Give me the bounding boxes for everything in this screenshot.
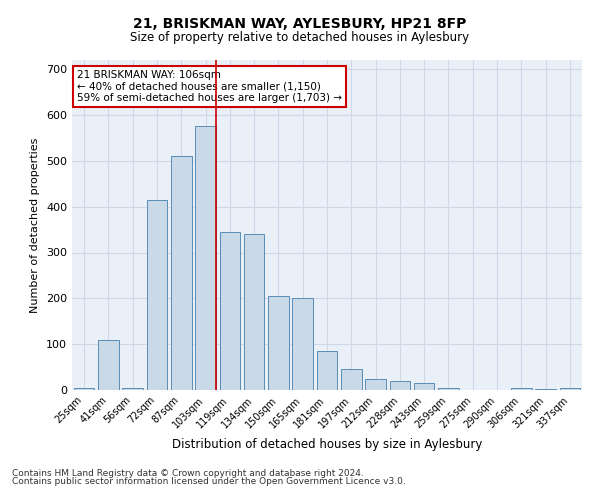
Bar — [122, 388, 143, 390]
Bar — [171, 156, 191, 390]
Bar — [438, 388, 459, 390]
Text: 21, BRISKMAN WAY, AYLESBURY, HP21 8FP: 21, BRISKMAN WAY, AYLESBURY, HP21 8FP — [133, 18, 467, 32]
Text: 21 BRISKMAN WAY: 106sqm
← 40% of detached houses are smaller (1,150)
59% of semi: 21 BRISKMAN WAY: 106sqm ← 40% of detache… — [77, 70, 342, 103]
Bar — [220, 232, 240, 390]
Bar — [414, 383, 434, 390]
Text: Contains public sector information licensed under the Open Government Licence v3: Contains public sector information licen… — [12, 477, 406, 486]
Bar — [292, 298, 313, 390]
Bar — [98, 340, 119, 390]
Bar — [74, 388, 94, 390]
Bar — [146, 200, 167, 390]
Bar — [389, 381, 410, 390]
Bar — [535, 389, 556, 390]
Text: Contains HM Land Registry data © Crown copyright and database right 2024.: Contains HM Land Registry data © Crown c… — [12, 468, 364, 477]
Bar — [511, 388, 532, 390]
Y-axis label: Number of detached properties: Number of detached properties — [31, 138, 40, 312]
Bar — [317, 351, 337, 390]
Bar — [560, 388, 580, 390]
Bar — [365, 378, 386, 390]
Bar — [195, 126, 216, 390]
Text: Size of property relative to detached houses in Aylesbury: Size of property relative to detached ho… — [130, 31, 470, 44]
Bar — [244, 234, 265, 390]
X-axis label: Distribution of detached houses by size in Aylesbury: Distribution of detached houses by size … — [172, 438, 482, 451]
Bar — [341, 370, 362, 390]
Bar — [268, 296, 289, 390]
